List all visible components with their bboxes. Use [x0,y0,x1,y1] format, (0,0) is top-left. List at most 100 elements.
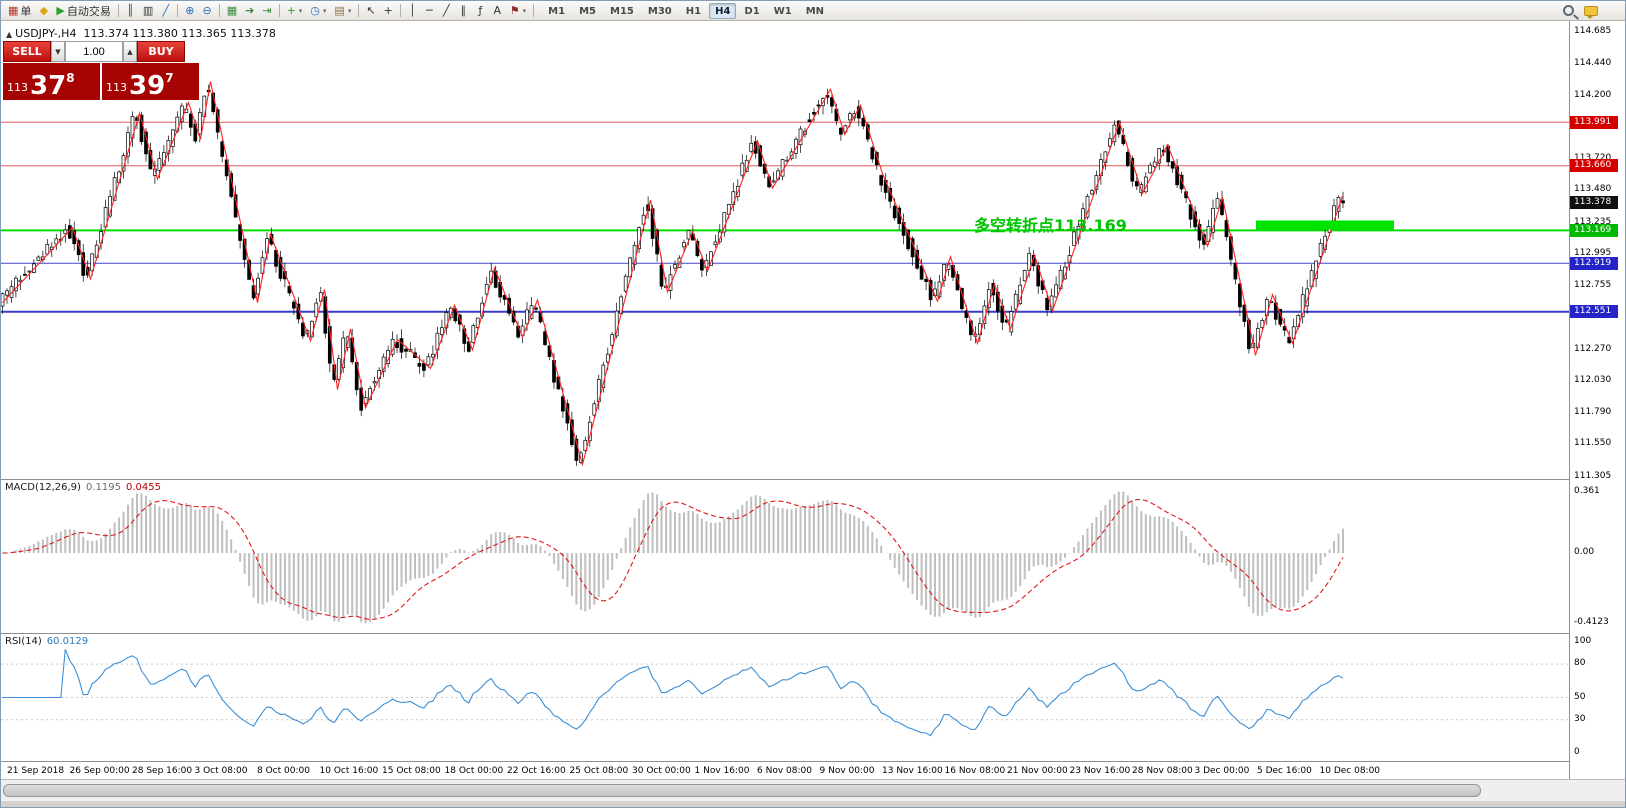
cursor-button[interactable]: ↖ [362,2,379,19]
new-order-button[interactable]: ▦ 单 [4,2,35,19]
timeframe-h4-button[interactable]: H4 [709,2,737,19]
search-icon[interactable] [1563,5,1574,16]
channel-button[interactable]: ∥ [455,2,472,19]
toolbar: ▦ 单 ◆ ▶ 自动交易 ║ ▥ ╱ ⊕ ⊖ ▦ ➔ ⇥ + ▾ ◷ ▾ ▤ ▾ ↖ + │ ─ ╱ ∥ ƒ A ⚑ ▾ M1 M5 M15… [1,1,1625,21]
timeframe-m30-button[interactable]: M30 [647,5,672,17]
sell-button[interactable]: SELL [3,41,51,62]
dropdown-caret-icon: ▾ [347,6,352,15]
volume-input[interactable] [65,41,123,62]
templates-button[interactable]: ▤ ▾ [330,2,355,19]
toolbar-separator [117,4,119,17]
price-tag-113.660[interactable]: 113.660 [1570,159,1618,173]
fibonacci-icon: ƒ [478,4,483,17]
volume-decrease-button[interactable]: ▼ [51,41,65,62]
line-chart-icon: ╱ [162,4,170,17]
toolbar-separator [533,4,535,17]
bar-chart-button[interactable]: ║ [122,2,139,19]
indicators-button[interactable]: + ▾ [283,2,307,19]
ask-price-display[interactable]: 113 39 7 [102,63,199,100]
price-tick: 113.235 [1574,216,1612,227]
arrows-button[interactable]: ⚑ ▾ [506,2,530,19]
window-bottom-edge [1,801,1625,807]
date-label: 6 Nov 08:00 [757,766,812,776]
date-label: 16 Nov 08:00 [944,766,1006,776]
price-tick: 111.790 [1574,406,1612,417]
metaquotes-button[interactable]: ◆ [35,2,52,19]
date-label: 18 Oct 00:00 [444,766,504,776]
bid-price-display[interactable]: 113 37 8 [3,63,100,100]
price-tick: 112.270 [1574,343,1612,354]
dropdown-caret-icon: ▾ [298,6,303,15]
new-order-icon: ▦ [8,4,19,17]
price-tick: 111.550 [1574,438,1612,449]
horizontal-line-button[interactable]: ─ [421,2,438,19]
date-label: 9 Nov 00:00 [819,766,875,776]
tile-windows-button[interactable]: ▦ [223,2,241,19]
timeframe-h1-button[interactable]: H1 [685,5,702,17]
date-label: 21 Sep 2018 [7,766,65,776]
autotrade-button[interactable]: ▶ 自动交易 [52,2,114,19]
macd-svg [2,491,1344,624]
cursor-icon: ↖ [366,4,376,17]
timeframe-w1-button[interactable]: W1 [773,5,792,17]
scrollbar-handle[interactable] [3,784,1481,797]
vertical-line-button[interactable]: │ [404,2,421,19]
date-label: 8 Oct 00:00 [257,766,310,776]
volume-increase-button[interactable]: ▲ [123,41,137,62]
zoom-in-icon: ⊕ [185,4,195,17]
price-tag-113.169[interactable]: 113.169 [1570,223,1618,237]
ohlc-values: 113.374 113.380 113.365 113.378 [83,27,276,40]
chat-icon[interactable] [1584,5,1598,19]
trendline-icon: ╱ [442,4,450,17]
price-tick: 113.480 [1574,184,1612,195]
rsi-label: RSI(14) 60.0129 [5,636,89,647]
crosshair-icon: + [383,4,393,17]
date-label: 22 Oct 16:00 [507,766,566,776]
price-tag-112.919[interactable]: 112.919 [1570,256,1618,270]
autotrade-button-label: 自动交易 [66,4,111,18]
candlestick-chart-button[interactable]: ▥ [139,2,157,19]
timeframe-m15-button[interactable]: M15 [610,5,634,17]
price-tick: 111.305 [1574,470,1612,481]
timeframe-m5-button[interactable]: M5 [579,5,597,17]
periods-button[interactable]: ◷ ▾ [306,2,330,19]
one-click-expand-arrow[interactable]: ▲ [6,30,13,39]
date-label: 10 Dec 08:00 [1319,766,1381,776]
crosshair-button[interactable]: + [380,2,397,19]
price-tag-112.551[interactable]: 112.551 [1570,305,1618,319]
price-chart-panel[interactable]: ▲ USDJPY-,H4 113.374 113.380 113.365 113.3… [1,21,1569,479]
zoom-out-button[interactable]: ⊖ [199,2,216,19]
ask-big-digits: 39 [129,70,166,101]
buy-button[interactable]: BUY [137,41,185,62]
date-label: 13 Nov 16:00 [882,766,943,776]
rsi-indicator-panel[interactable]: RSI(14) 60.0129 [1,633,1569,761]
rsi-tick: 100 [1574,635,1592,646]
text-button[interactable]: A [489,2,506,19]
price-tick: 114.440 [1574,58,1612,69]
date-label: 1 Nov 16:00 [694,766,750,776]
periods-icon: ◷ [310,4,320,17]
fibonacci-button[interactable]: ƒ [472,2,489,19]
price-tag-113.378[interactable]: 113.378 [1570,196,1618,210]
date-label: 25 Oct 08:00 [569,766,629,776]
timeframe-mn-button[interactable]: MN [805,5,825,17]
trendline-button[interactable]: ╱ [438,2,455,19]
chart-shift-icon: ⇥ [262,4,272,17]
vertical-line-icon: │ [408,4,416,17]
horizontal-scrollbar[interactable] [1,779,1625,801]
symbol-period-label: USDJPY-,H4 [15,27,77,40]
channel-icon: ∥ [460,4,467,17]
zoom-out-icon: ⊖ [202,4,212,17]
macd-indicator-panel[interactable]: MACD(12,26,9) 0.1195 0.0455 [1,479,1569,633]
auto-scroll-button[interactable]: ➔ [241,2,258,19]
macd-label: MACD(12,26,9) 0.1195 0.0455 [5,482,161,493]
timeframe-d1-button[interactable]: D1 [744,5,760,17]
zoom-in-button[interactable]: ⊕ [181,2,198,19]
toolbar-separator [278,4,280,17]
price-tag-113.991[interactable]: 113.991 [1570,115,1618,129]
toolbar-separator [177,4,179,17]
line-chart-button[interactable]: ╱ [157,2,174,19]
timeframe-m1-button[interactable]: M1 [548,5,566,17]
bid-prefix: 113 [7,81,28,94]
chart-shift-button[interactable]: ⇥ [258,2,275,19]
